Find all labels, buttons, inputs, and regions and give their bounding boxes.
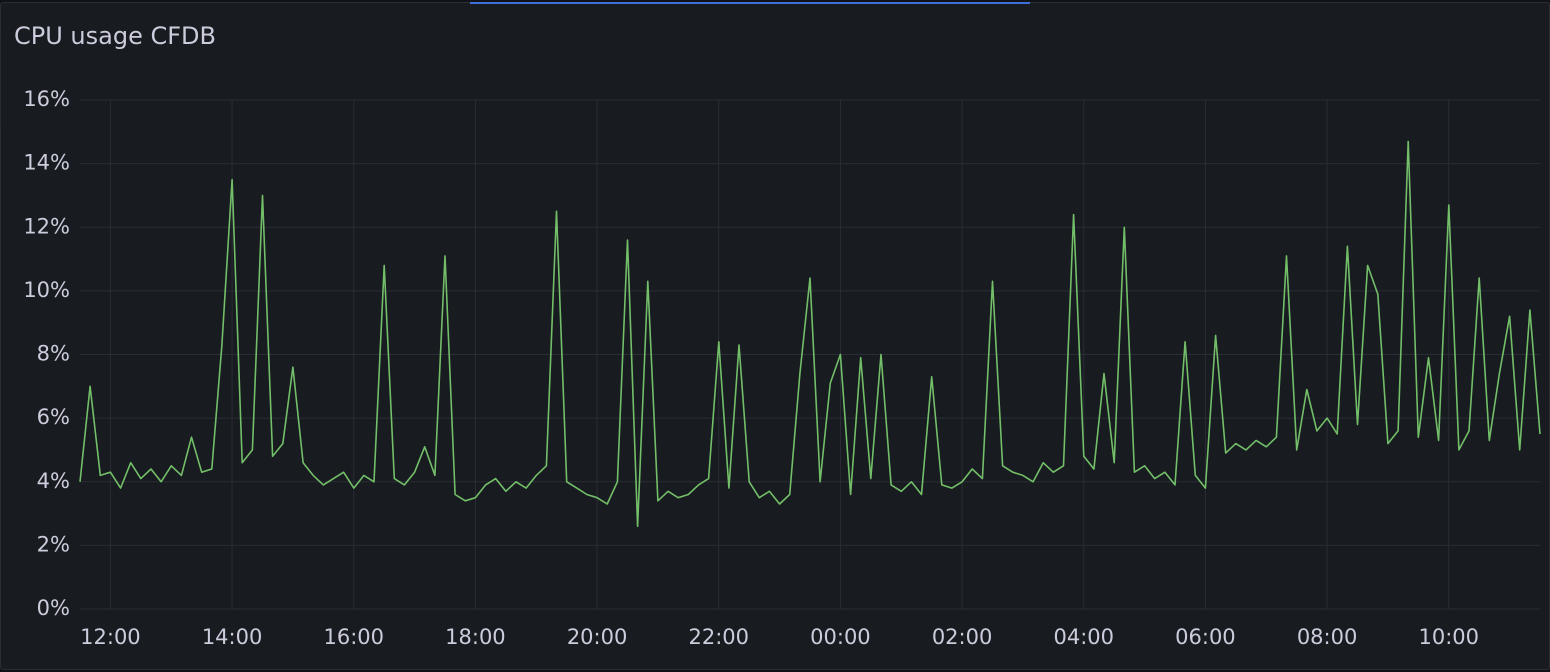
x-tick-label: 02:00 (932, 625, 993, 649)
y-tick-label: 4% (37, 469, 70, 493)
y-tick-label: 6% (37, 405, 70, 429)
x-tick-label: 08:00 (1297, 625, 1358, 649)
x-tick-label: 00:00 (810, 625, 871, 649)
x-tick-label: 18:00 (445, 625, 506, 649)
x-tick-label: 04:00 (1053, 625, 1114, 649)
y-tick-label: 8% (37, 342, 70, 366)
y-tick-label: 12% (23, 214, 70, 238)
y-tick-label: 0% (37, 596, 70, 620)
panel-title[interactable]: CPU usage CFDB (14, 22, 216, 50)
x-tick-label: 12:00 (80, 625, 141, 649)
y-tick-label: 16% (23, 87, 70, 111)
x-tick-label: 16:00 (323, 625, 384, 649)
series-line (79, 140, 1541, 528)
x-tick-label: 20:00 (567, 625, 628, 649)
x-tick-label: 22:00 (688, 625, 749, 649)
y-tick-label: 10% (23, 278, 70, 302)
x-tick-label: 10:00 (1418, 625, 1479, 649)
x-tick-label: 06:00 (1175, 625, 1236, 649)
x-tick-label: 14:00 (202, 625, 263, 649)
y-tick-label: 14% (23, 151, 70, 175)
y-tick-label: 2% (37, 532, 70, 556)
